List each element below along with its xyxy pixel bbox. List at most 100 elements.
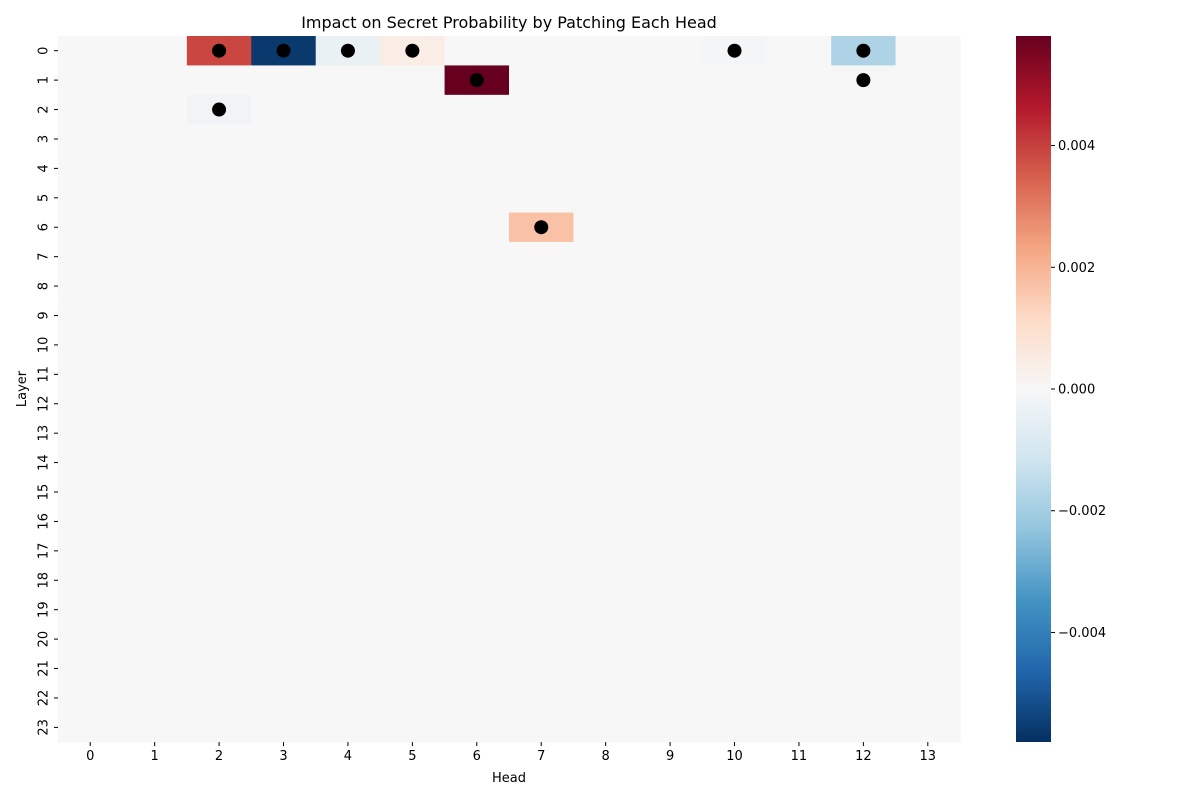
y-tick-label: 5 [37, 194, 52, 202]
heatmap-cell [766, 712, 832, 743]
heatmap-cell [637, 330, 703, 361]
heatmap-cell [831, 271, 897, 302]
x-tick-label: 13 [920, 749, 937, 764]
y-tick-label: 9 [37, 311, 52, 319]
heatmap-cell [895, 447, 961, 478]
heatmap-cell [573, 330, 639, 361]
heatmap-cell [831, 389, 897, 420]
colorbar-tick-label: 0.000 [1058, 383, 1095, 398]
heatmap-cell [573, 624, 639, 655]
heatmap-cell [444, 594, 510, 625]
heatmap-cell [122, 36, 188, 67]
heatmap-cell [186, 212, 252, 243]
heatmap-cell [58, 418, 124, 449]
heatmap-cell [766, 153, 832, 184]
heatmap-cell [58, 653, 124, 684]
heatmap-cell [251, 153, 317, 184]
x-tick-label: 10 [726, 749, 743, 764]
heatmap-cell [58, 506, 124, 537]
heatmap-cell [637, 624, 703, 655]
heatmap-cell [122, 683, 188, 714]
heatmap-cell [766, 94, 832, 125]
heatmap-cell [831, 447, 897, 478]
heatmap-cell [637, 65, 703, 96]
heatmap-cell [122, 536, 188, 567]
heatmap-cell [573, 712, 639, 743]
heatmap-cell [573, 447, 639, 478]
heatmap-cell [315, 594, 381, 625]
heatmap-cell [895, 536, 961, 567]
heatmap-cell [637, 683, 703, 714]
heatmap-cell [444, 36, 510, 67]
y-tick-label: 14 [37, 454, 52, 471]
heatmap-cell [573, 124, 639, 155]
heatmap-cell [251, 271, 317, 302]
heatmap-cell [380, 241, 446, 272]
heatmap-cell [895, 65, 961, 96]
heatmap-cell [702, 241, 768, 272]
heatmap-cell [122, 241, 188, 272]
heatmap-cell [831, 330, 897, 361]
heatmap-cell [380, 565, 446, 596]
heatmap-cell [58, 153, 124, 184]
heatmap-cell [766, 300, 832, 331]
heatmap-cell [573, 300, 639, 331]
highlight-marker [727, 43, 742, 58]
y-tick-label: 18 [37, 572, 52, 589]
heatmap-cell [766, 359, 832, 390]
heatmap-cell [509, 124, 575, 155]
heatmap-cell [573, 241, 639, 272]
heatmap-cell [766, 183, 832, 214]
heatmap-cell [186, 124, 252, 155]
heatmap-cell [58, 359, 124, 390]
heatmap-cell [58, 36, 124, 67]
heatmap-cell [702, 712, 768, 743]
heatmap-cell [702, 183, 768, 214]
heatmap-cell [58, 241, 124, 272]
heatmap-cell [444, 565, 510, 596]
heatmap-cell [58, 712, 124, 743]
heatmap-cell [251, 418, 317, 449]
heatmap-cell [122, 183, 188, 214]
highlight-marker [340, 43, 355, 58]
heatmap-cell [895, 389, 961, 420]
heatmap-cell [380, 418, 446, 449]
colorbar-tick-label: 0.004 [1058, 139, 1095, 154]
x-tick-label: 2 [215, 749, 223, 764]
heatmap-cell [895, 212, 961, 243]
heatmap-cell [444, 124, 510, 155]
heatmap-cell [122, 359, 188, 390]
heatmap-cell [380, 536, 446, 567]
heatmap-cell [766, 389, 832, 420]
heatmap-cell [380, 477, 446, 508]
heatmap-cell [58, 183, 124, 214]
heatmap-cell [637, 153, 703, 184]
heatmap-cell [186, 447, 252, 478]
heatmap-cell [380, 359, 446, 390]
heatmap-cell [509, 300, 575, 331]
heatmap-cell [509, 624, 575, 655]
heatmap-cell [444, 300, 510, 331]
heatmap-cell [444, 506, 510, 537]
heatmap-cell [122, 506, 188, 537]
heatmap-cell [186, 536, 252, 567]
heatmap-cell [766, 65, 832, 96]
x-tick-label: 8 [602, 749, 610, 764]
x-tick-label: 11 [791, 749, 808, 764]
heatmap-cell [637, 594, 703, 625]
heatmap-cell [58, 624, 124, 655]
heatmap-cell [573, 94, 639, 125]
heatmap-cell [186, 594, 252, 625]
heatmap-cell [509, 506, 575, 537]
heatmap-cell [766, 212, 832, 243]
heatmap-cell [702, 300, 768, 331]
heatmap-cell [766, 124, 832, 155]
heatmap-cell [509, 536, 575, 567]
heatmap-cell [251, 65, 317, 96]
y-tick-label: 1 [37, 76, 52, 84]
heatmap-cell [637, 300, 703, 331]
heatmap-cell [702, 653, 768, 684]
heatmap-cell [766, 447, 832, 478]
